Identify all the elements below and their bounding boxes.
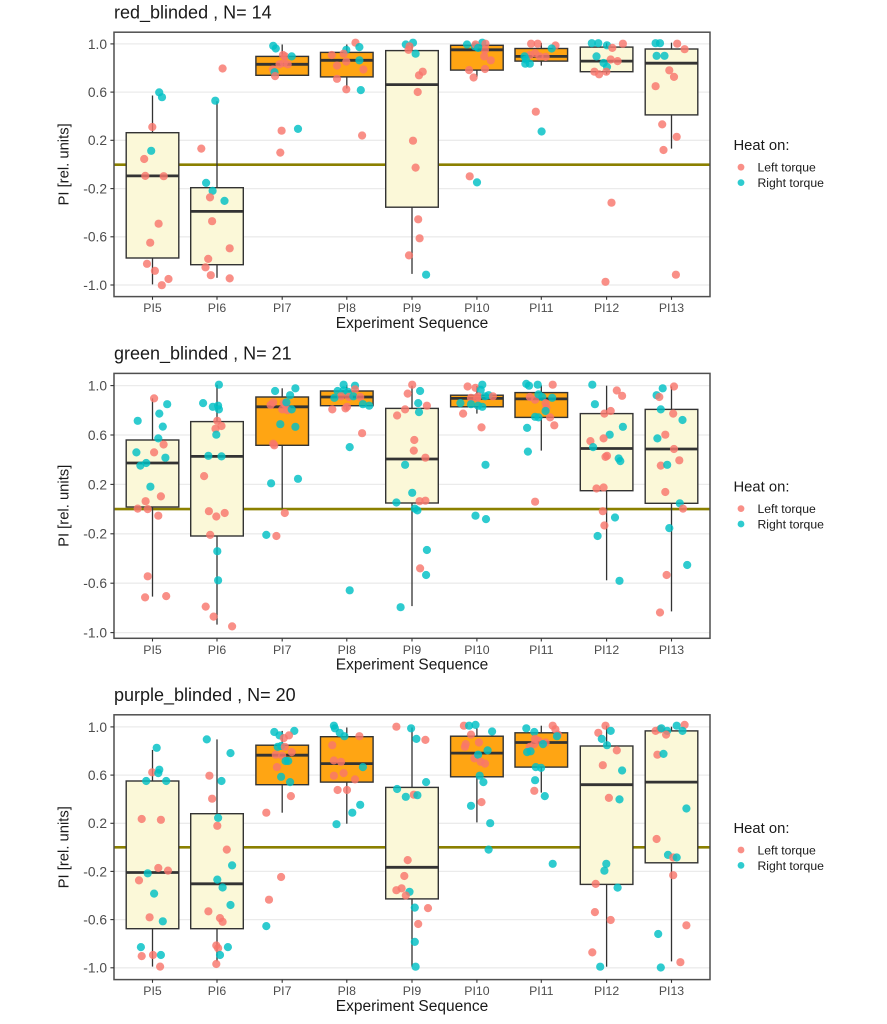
svg-text:Right torque: Right torque	[758, 859, 825, 873]
svg-text:PI [rel. units]: PI [rel. units]	[57, 123, 73, 205]
svg-text:-0.2: -0.2	[83, 182, 107, 197]
svg-text:PI13: PI13	[659, 643, 684, 657]
svg-text:PI5: PI5	[143, 984, 162, 998]
svg-text:PI8: PI8	[338, 301, 357, 315]
svg-text:Left torque: Left torque	[758, 161, 816, 175]
svg-text:PI13: PI13	[659, 301, 684, 315]
svg-text:PI7: PI7	[273, 984, 292, 998]
svg-text:0.2: 0.2	[88, 816, 107, 831]
svg-text:Experiment Sequence: Experiment Sequence	[336, 315, 489, 332]
svg-text:PI12: PI12	[594, 984, 619, 998]
svg-text:PI10: PI10	[464, 643, 489, 657]
svg-text:Heat on:: Heat on:	[734, 138, 790, 154]
svg-text:PI6: PI6	[208, 643, 227, 657]
svg-text:PI11: PI11	[529, 643, 554, 657]
svg-text:-0.2: -0.2	[83, 527, 107, 542]
svg-text:0.6: 0.6	[88, 428, 108, 443]
svg-text:-0.6: -0.6	[83, 913, 107, 928]
svg-text:Left torque: Left torque	[758, 502, 816, 516]
svg-text:0.2: 0.2	[88, 477, 107, 492]
svg-text:PI6: PI6	[208, 984, 227, 998]
svg-text:PI11: PI11	[529, 984, 554, 998]
svg-text:-0.6: -0.6	[83, 230, 107, 245]
svg-text:PI [rel. units]: PI [rel. units]	[57, 806, 73, 888]
svg-text:Left torque: Left torque	[758, 843, 816, 857]
svg-text:Heat on:: Heat on:	[734, 480, 790, 496]
svg-text:PI8: PI8	[338, 643, 357, 657]
svg-text:PI8: PI8	[338, 984, 357, 998]
svg-text:PI7: PI7	[273, 643, 292, 657]
svg-text:purple_blinded , N= 20: purple_blinded , N= 20	[114, 685, 296, 706]
svg-text:PI10: PI10	[464, 984, 489, 998]
svg-text:1.0: 1.0	[88, 37, 108, 52]
svg-text:1.0: 1.0	[88, 379, 108, 394]
svg-text:PI6: PI6	[208, 301, 227, 315]
svg-text:red_blinded , N= 14: red_blinded , N= 14	[114, 2, 272, 23]
svg-text:green_blinded , N= 21: green_blinded , N= 21	[114, 344, 292, 365]
svg-text:Experiment Sequence: Experiment Sequence	[336, 998, 489, 1015]
svg-text:PI12: PI12	[594, 643, 619, 657]
svg-text:Experiment Sequence: Experiment Sequence	[336, 657, 489, 674]
svg-text:0.6: 0.6	[88, 85, 108, 100]
svg-text:0.2: 0.2	[88, 133, 107, 148]
svg-text:PI10: PI10	[464, 301, 489, 315]
svg-text:-0.6: -0.6	[83, 576, 107, 591]
svg-text:PI9: PI9	[403, 984, 422, 998]
svg-text:0.6: 0.6	[88, 768, 108, 783]
svg-text:PI12: PI12	[594, 301, 619, 315]
svg-text:PI9: PI9	[403, 643, 422, 657]
svg-text:Heat on:: Heat on:	[734, 821, 790, 837]
svg-text:Right torque: Right torque	[758, 176, 825, 190]
svg-text:-1.0: -1.0	[83, 961, 107, 976]
svg-text:PI [rel. units]: PI [rel. units]	[57, 465, 73, 547]
svg-text:PI5: PI5	[143, 643, 162, 657]
svg-text:-0.2: -0.2	[83, 864, 107, 879]
svg-text:Right torque: Right torque	[758, 518, 825, 532]
svg-text:-1.0: -1.0	[83, 626, 107, 641]
svg-text:PI5: PI5	[143, 301, 162, 315]
svg-text:PI9: PI9	[403, 301, 422, 315]
svg-text:1.0: 1.0	[88, 720, 108, 735]
svg-text:-1.0: -1.0	[83, 278, 107, 293]
svg-text:PI13: PI13	[659, 984, 684, 998]
svg-text:PI11: PI11	[529, 301, 554, 315]
svg-text:PI7: PI7	[273, 301, 292, 315]
